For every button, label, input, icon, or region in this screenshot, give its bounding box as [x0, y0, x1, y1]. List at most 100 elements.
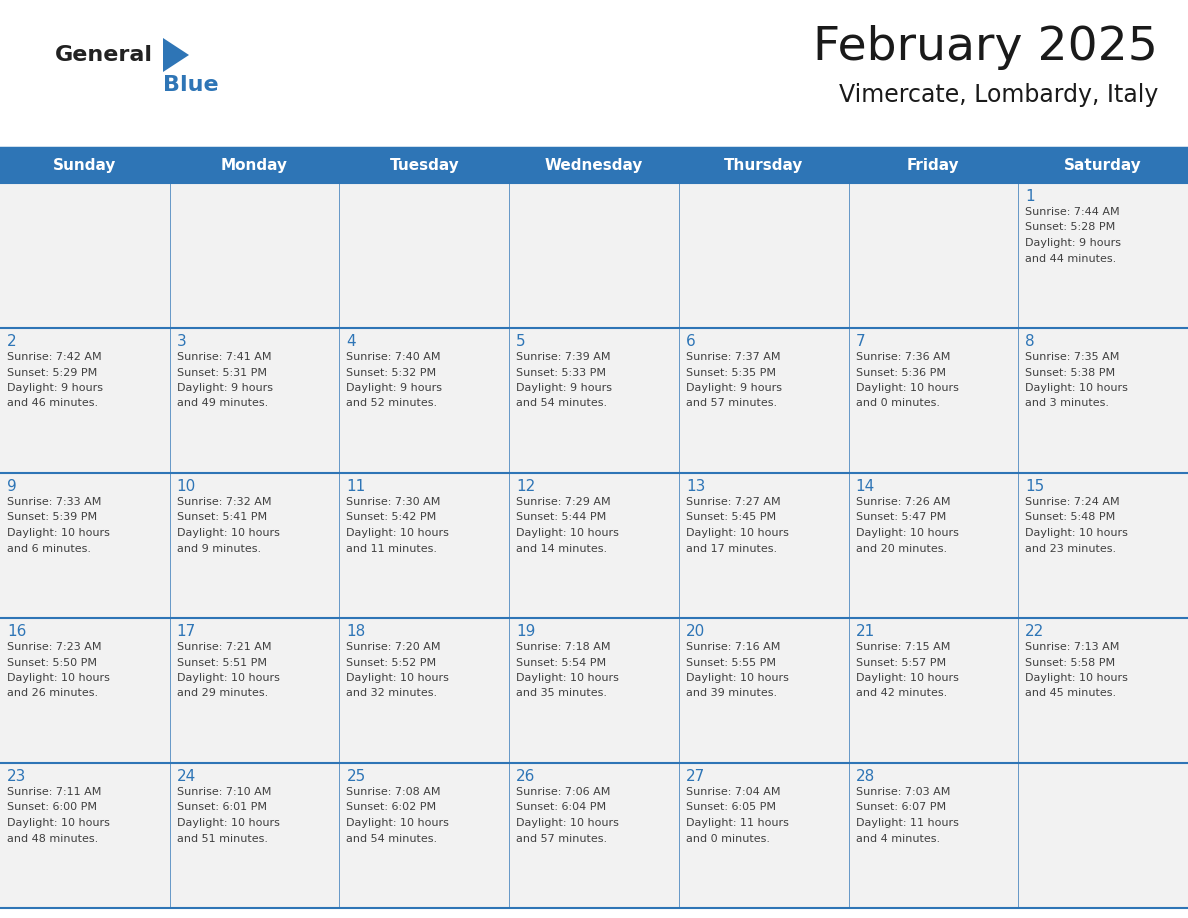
Bar — [678, 763, 848, 908]
Text: 25: 25 — [347, 769, 366, 784]
Bar — [340, 763, 510, 908]
Text: Sunset: 5:50 PM: Sunset: 5:50 PM — [7, 657, 97, 667]
Text: Sunrise: 7:03 AM: Sunrise: 7:03 AM — [855, 787, 950, 797]
Text: Sunset: 5:41 PM: Sunset: 5:41 PM — [177, 512, 267, 522]
Text: 15: 15 — [1025, 479, 1044, 494]
Bar — [848, 473, 1018, 618]
Text: and 6 minutes.: and 6 minutes. — [7, 543, 91, 554]
Text: Sunset: 5:39 PM: Sunset: 5:39 PM — [7, 512, 97, 522]
Bar — [510, 473, 678, 618]
Text: Daylight: 10 hours: Daylight: 10 hours — [855, 528, 959, 538]
Text: and 14 minutes.: and 14 minutes. — [516, 543, 607, 554]
Text: Daylight: 10 hours: Daylight: 10 hours — [855, 383, 959, 393]
Text: Daylight: 10 hours: Daylight: 10 hours — [685, 673, 789, 683]
Text: and 32 minutes.: and 32 minutes. — [347, 688, 437, 699]
Text: and 46 minutes.: and 46 minutes. — [7, 398, 99, 409]
Text: Sunset: 5:38 PM: Sunset: 5:38 PM — [1025, 367, 1116, 377]
Text: 24: 24 — [177, 769, 196, 784]
Text: Sunrise: 7:36 AM: Sunrise: 7:36 AM — [855, 352, 950, 362]
Text: Sunrise: 7:29 AM: Sunrise: 7:29 AM — [516, 497, 611, 507]
Text: Daylight: 9 hours: Daylight: 9 hours — [177, 383, 273, 393]
Bar — [678, 618, 848, 763]
Text: Daylight: 10 hours: Daylight: 10 hours — [516, 818, 619, 828]
Text: Sunset: 6:02 PM: Sunset: 6:02 PM — [347, 802, 436, 812]
Bar — [678, 473, 848, 618]
Text: Daylight: 10 hours: Daylight: 10 hours — [1025, 383, 1129, 393]
Text: and 57 minutes.: and 57 minutes. — [685, 398, 777, 409]
Text: Sunrise: 7:20 AM: Sunrise: 7:20 AM — [347, 642, 441, 652]
Bar — [0, 473, 170, 618]
Bar — [510, 183, 678, 328]
Text: 18: 18 — [347, 624, 366, 639]
Text: Sunset: 5:32 PM: Sunset: 5:32 PM — [347, 367, 436, 377]
Text: Sunrise: 7:39 AM: Sunrise: 7:39 AM — [516, 352, 611, 362]
Text: Sunrise: 7:35 AM: Sunrise: 7:35 AM — [1025, 352, 1119, 362]
Bar — [1018, 473, 1188, 618]
Bar — [510, 763, 678, 908]
Bar — [170, 473, 340, 618]
Text: Daylight: 10 hours: Daylight: 10 hours — [516, 673, 619, 683]
Text: and 0 minutes.: and 0 minutes. — [685, 834, 770, 844]
Text: Daylight: 10 hours: Daylight: 10 hours — [516, 528, 619, 538]
Text: Sunrise: 7:33 AM: Sunrise: 7:33 AM — [7, 497, 101, 507]
Text: Sunrise: 7:32 AM: Sunrise: 7:32 AM — [177, 497, 271, 507]
Text: and 52 minutes.: and 52 minutes. — [347, 398, 437, 409]
Text: Sunrise: 7:15 AM: Sunrise: 7:15 AM — [855, 642, 950, 652]
Text: Sunrise: 7:26 AM: Sunrise: 7:26 AM — [855, 497, 950, 507]
Text: Vimercate, Lombardy, Italy: Vimercate, Lombardy, Italy — [839, 83, 1158, 107]
Text: and 49 minutes.: and 49 minutes. — [177, 398, 268, 409]
Text: Sunset: 6:01 PM: Sunset: 6:01 PM — [177, 802, 267, 812]
Text: Daylight: 10 hours: Daylight: 10 hours — [1025, 528, 1129, 538]
Text: and 23 minutes.: and 23 minutes. — [1025, 543, 1117, 554]
Text: Sunset: 5:57 PM: Sunset: 5:57 PM — [855, 657, 946, 667]
Text: 21: 21 — [855, 624, 874, 639]
Text: and 4 minutes.: and 4 minutes. — [855, 834, 940, 844]
Text: Daylight: 10 hours: Daylight: 10 hours — [347, 673, 449, 683]
Text: Sunrise: 7:44 AM: Sunrise: 7:44 AM — [1025, 207, 1120, 217]
Bar — [848, 763, 1018, 908]
Text: and 35 minutes.: and 35 minutes. — [516, 688, 607, 699]
Bar — [848, 183, 1018, 328]
Text: Sunset: 6:04 PM: Sunset: 6:04 PM — [516, 802, 606, 812]
Text: 20: 20 — [685, 624, 706, 639]
Text: and 54 minutes.: and 54 minutes. — [516, 398, 607, 409]
Text: and 26 minutes.: and 26 minutes. — [7, 688, 99, 699]
Text: Sunday: Sunday — [53, 158, 116, 173]
Text: Sunrise: 7:13 AM: Sunrise: 7:13 AM — [1025, 642, 1119, 652]
Text: Sunrise: 7:30 AM: Sunrise: 7:30 AM — [347, 497, 441, 507]
Text: 4: 4 — [347, 334, 356, 349]
Bar — [1018, 763, 1188, 908]
Bar — [510, 618, 678, 763]
Text: Friday: Friday — [908, 158, 960, 173]
Bar — [0, 763, 170, 908]
Text: Daylight: 10 hours: Daylight: 10 hours — [177, 818, 279, 828]
Text: Sunset: 5:33 PM: Sunset: 5:33 PM — [516, 367, 606, 377]
Text: 9: 9 — [7, 479, 17, 494]
Text: Sunrise: 7:37 AM: Sunrise: 7:37 AM — [685, 352, 781, 362]
Text: Daylight: 9 hours: Daylight: 9 hours — [685, 383, 782, 393]
Bar — [170, 183, 340, 328]
Bar — [678, 328, 848, 473]
Text: Daylight: 9 hours: Daylight: 9 hours — [7, 383, 103, 393]
Text: Sunrise: 7:04 AM: Sunrise: 7:04 AM — [685, 787, 781, 797]
Text: General: General — [55, 45, 153, 65]
Text: Daylight: 10 hours: Daylight: 10 hours — [7, 673, 109, 683]
Bar — [0, 618, 170, 763]
Text: and 44 minutes.: and 44 minutes. — [1025, 253, 1117, 263]
Text: and 9 minutes.: and 9 minutes. — [177, 543, 261, 554]
Text: Daylight: 10 hours: Daylight: 10 hours — [1025, 673, 1129, 683]
Bar — [340, 618, 510, 763]
Text: Thursday: Thursday — [723, 158, 803, 173]
Text: 14: 14 — [855, 479, 874, 494]
Text: Sunset: 5:31 PM: Sunset: 5:31 PM — [177, 367, 267, 377]
Text: Sunrise: 7:18 AM: Sunrise: 7:18 AM — [516, 642, 611, 652]
Text: Daylight: 10 hours: Daylight: 10 hours — [177, 528, 279, 538]
Text: Daylight: 9 hours: Daylight: 9 hours — [516, 383, 612, 393]
Bar — [510, 328, 678, 473]
Text: Sunset: 6:05 PM: Sunset: 6:05 PM — [685, 802, 776, 812]
Text: and 45 minutes.: and 45 minutes. — [1025, 688, 1117, 699]
Text: Sunrise: 7:42 AM: Sunrise: 7:42 AM — [7, 352, 102, 362]
Polygon shape — [163, 38, 189, 72]
Text: Sunset: 5:55 PM: Sunset: 5:55 PM — [685, 657, 776, 667]
Text: and 3 minutes.: and 3 minutes. — [1025, 398, 1110, 409]
